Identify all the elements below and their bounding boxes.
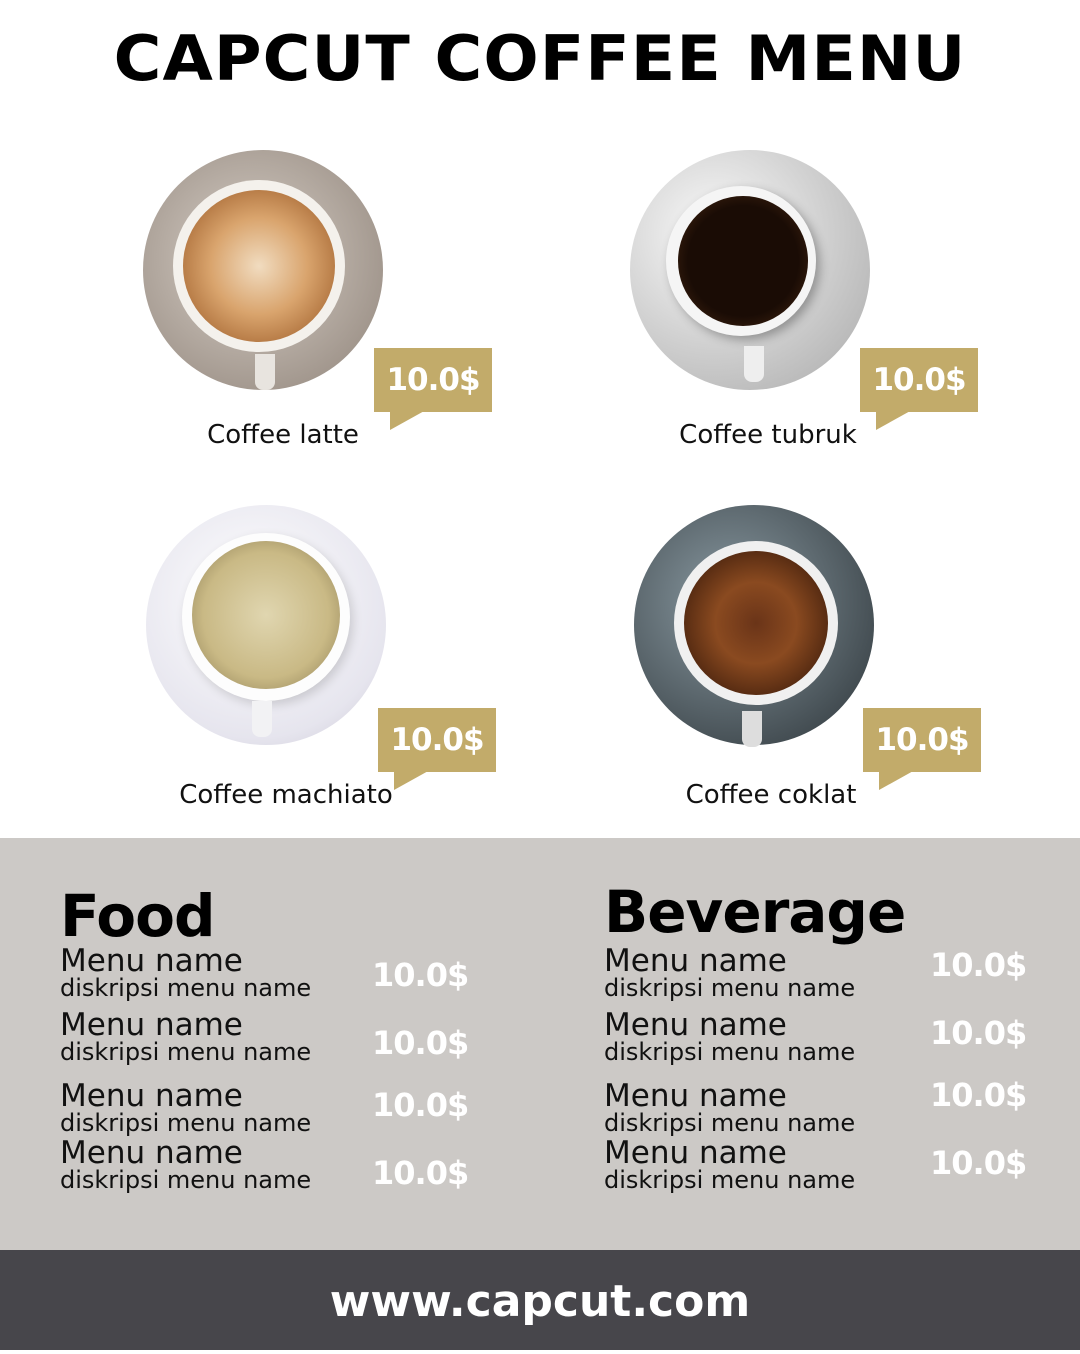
menu-item-desc: diskripsi menu name — [604, 1109, 856, 1137]
coffee-coklat-image — [634, 505, 874, 747]
beverage-item: Menu name diskripsi menu name — [604, 1078, 856, 1137]
page-title: CAPCUT COFFEE MENU — [113, 22, 967, 95]
item-name: Coffee latte — [207, 420, 359, 450]
menu-item-price: 10.0$ — [930, 1014, 1027, 1052]
menu-item-desc: diskripsi menu name — [604, 974, 856, 1002]
menu-item-desc: diskripsi menu name — [60, 1166, 312, 1194]
price-tag: 10.0$ — [863, 708, 981, 790]
footer: www.capcut.com — [0, 1250, 1080, 1350]
coffee-latte-image — [143, 150, 383, 390]
price-tag: 10.0$ — [378, 708, 496, 790]
beverage-item: Menu name diskripsi menu name — [604, 943, 856, 1002]
food-section-title: Food — [60, 882, 215, 950]
menu-item-name: Menu name — [60, 1007, 243, 1043]
menu-item-price: 10.0$ — [372, 956, 469, 994]
menu-item-name: Menu name — [604, 943, 787, 979]
beverage-section-title: Beverage — [604, 878, 906, 946]
item-name: Coffee machiato — [179, 780, 393, 810]
beverage-item: Menu name diskripsi menu name — [604, 1135, 856, 1194]
food-item: Menu name diskripsi menu name — [60, 1078, 312, 1137]
menu-item-price: 10.0$ — [372, 1086, 469, 1124]
beverage-item: Menu name diskripsi menu name — [604, 1007, 856, 1066]
website-link[interactable]: www.capcut.com — [329, 1276, 751, 1327]
menu-item-price: 10.0$ — [930, 946, 1027, 984]
menu-item-price: 10.0$ — [372, 1024, 469, 1062]
item-name: Coffee tubruk — [679, 420, 857, 450]
menu-item-desc: diskripsi menu name — [60, 1038, 312, 1066]
price-tag: 10.0$ — [374, 348, 492, 430]
food-item: Menu name diskripsi menu name — [60, 943, 312, 1002]
menu-item-price: 10.0$ — [930, 1144, 1027, 1182]
menu-list-panel: Food Menu name diskripsi menu name 10.0$ … — [0, 838, 1080, 1250]
food-item: Menu name diskripsi menu name — [60, 1007, 312, 1066]
item-name: Coffee coklat — [685, 780, 857, 810]
menu-item-name: Menu name — [604, 1135, 787, 1171]
menu-item-desc: diskripsi menu name — [604, 1166, 856, 1194]
menu-item-price: 10.0$ — [930, 1076, 1027, 1114]
price-tag: 10.0$ — [860, 348, 978, 430]
menu-item-name: Menu name — [60, 943, 243, 979]
coffee-tubruk-image — [630, 150, 870, 390]
menu-item-price: 10.0$ — [372, 1154, 469, 1192]
menu-item-desc: diskripsi menu name — [604, 1038, 856, 1066]
food-item: Menu name diskripsi menu name — [60, 1135, 312, 1194]
menu-item-name: Menu name — [60, 1078, 243, 1114]
menu-item-desc: diskripsi menu name — [60, 1109, 312, 1137]
menu-item-desc: diskripsi menu name — [60, 974, 312, 1002]
menu-item-name: Menu name — [604, 1007, 787, 1043]
menu-item-name: Menu name — [604, 1078, 787, 1114]
coffee-machiato-image — [146, 505, 386, 745]
menu-item-name: Menu name — [60, 1135, 243, 1171]
